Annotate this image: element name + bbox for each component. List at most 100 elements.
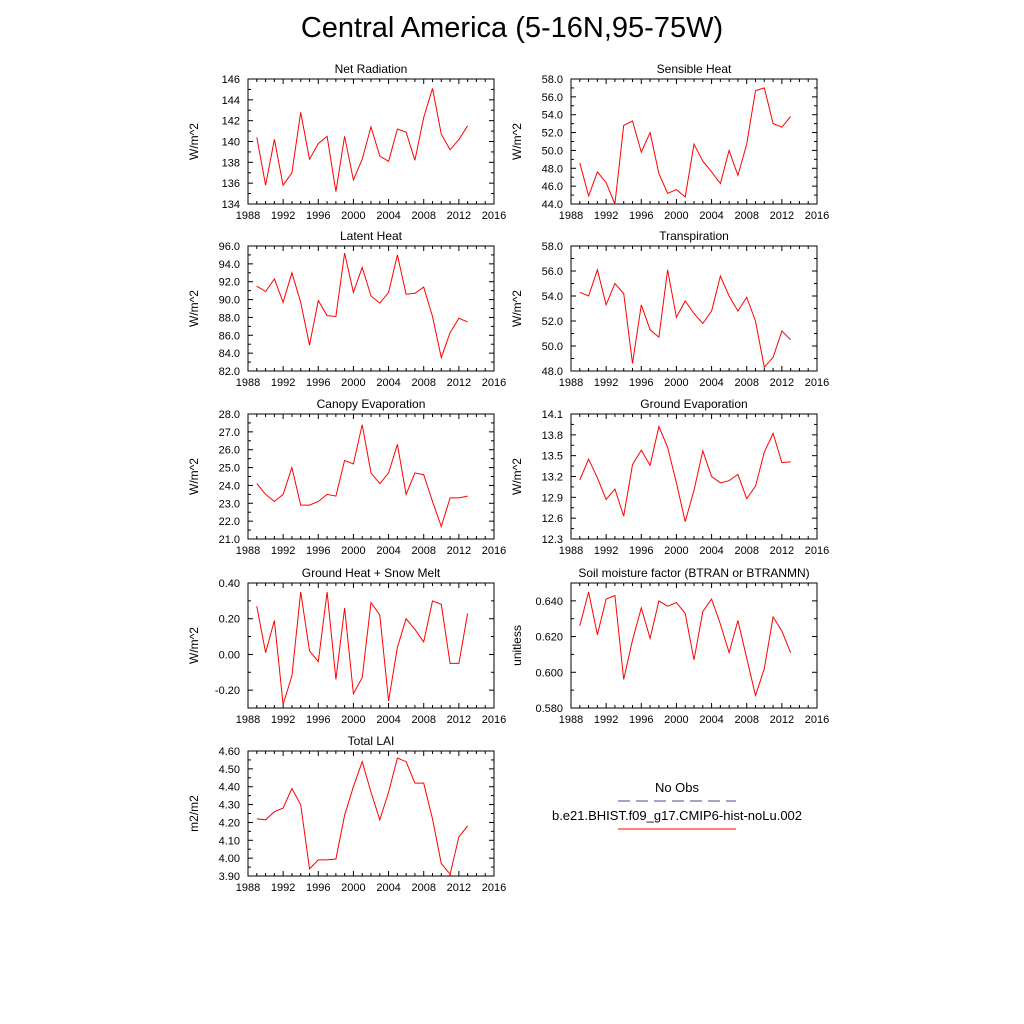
y-tick-label: 27.0 <box>219 427 240 439</box>
x-tick-label: 1988 <box>236 545 260 557</box>
x-tick-label: 1996 <box>629 210 653 222</box>
y-tick-label: 13.2 <box>542 472 563 484</box>
y-axis-label: W/m^2 <box>187 458 201 495</box>
legend-model-label: b.e21.BHIST.f09_g17.CMIP6-hist-noLu.002 <box>552 808 802 823</box>
y-tick-label: 94.0 <box>219 259 240 271</box>
x-tick-label: 1992 <box>594 377 618 389</box>
x-tick-label: 2016 <box>805 545 829 557</box>
x-tick-label: 1992 <box>594 714 618 726</box>
y-axis-label: W/m^2 <box>187 290 201 327</box>
y-axis-label: W/m^2 <box>510 290 524 327</box>
x-tick-label: 2004 <box>699 210 723 222</box>
x-tick-label: 1996 <box>629 714 653 726</box>
y-tick-label: 54.0 <box>542 110 563 122</box>
y-axis-label: W/m^2 <box>510 123 524 160</box>
x-tick-label: 1996 <box>629 377 653 389</box>
series-line <box>256 252 468 360</box>
y-tick-label: 56.0 <box>542 266 563 278</box>
x-tick-label: 1988 <box>559 377 583 389</box>
x-tick-label: 2004 <box>376 714 400 726</box>
y-tick-label: 13.5 <box>542 451 563 463</box>
y-tick-label: 50.0 <box>542 145 563 157</box>
x-tick-label: 1988 <box>236 377 260 389</box>
x-tick-label: 2008 <box>734 377 758 389</box>
y-tick-label: 140 <box>222 137 240 149</box>
x-tick-label: 1996 <box>306 882 330 894</box>
y-tick-label: 54.0 <box>542 291 563 303</box>
x-tick-label: 1996 <box>306 377 330 389</box>
y-tick-label: 0.640 <box>535 596 563 608</box>
series-line <box>579 424 791 522</box>
x-tick-label: 2012 <box>770 714 794 726</box>
y-tick-label: 86.0 <box>219 330 240 342</box>
y-tick-label: 12.3 <box>542 534 563 546</box>
x-tick-label: 2012 <box>770 545 794 557</box>
y-tick-label: 90.0 <box>219 295 240 307</box>
y-tick-label: 23.0 <box>219 498 240 510</box>
panel-title: Total LAI <box>348 734 395 748</box>
y-tick-label: 4.30 <box>219 800 240 812</box>
y-tick-label: 48.0 <box>542 163 563 175</box>
y-tick-label: 142 <box>222 116 240 128</box>
legend: No Obs b.e21.BHIST.f09_g17.CMIP6-hist-no… <box>552 780 802 830</box>
y-tick-label: 50.0 <box>542 341 563 353</box>
x-tick-label: 1992 <box>271 210 295 222</box>
y-tick-label: 13.8 <box>542 430 563 442</box>
y-tick-label: 134 <box>222 199 240 211</box>
x-tick-label: 2012 <box>447 210 471 222</box>
x-tick-label: 2016 <box>482 545 506 557</box>
x-tick-label: 1992 <box>271 882 295 894</box>
y-tick-label: 14.1 <box>542 409 563 421</box>
y-tick-label: 0.620 <box>535 632 563 644</box>
y-tick-label: 96.0 <box>219 241 240 253</box>
series-line <box>579 268 791 369</box>
plot-frame <box>570 245 818 372</box>
y-tick-label: 58.0 <box>542 241 563 253</box>
x-tick-label: 1988 <box>236 714 260 726</box>
y-tick-label: 24.0 <box>219 480 240 492</box>
x-tick-label: 2016 <box>482 714 506 726</box>
y-tick-label: 144 <box>222 95 240 107</box>
chart-panel: Transpiration 1988 1992 1996 2000 2004 2008 201… <box>510 229 829 389</box>
y-tick-label: 52.0 <box>542 316 563 328</box>
x-tick-label: 2000 <box>341 882 365 894</box>
chart-panel: Total LAI 1988 1992 1996 2000 2004 2008 2012 201… <box>187 734 506 894</box>
x-tick-label: 2004 <box>699 377 723 389</box>
plot-frame <box>570 413 818 540</box>
chart-panel: Sensible Heat 1988 1992 1996 2000 2004 2008 201… <box>510 62 829 222</box>
x-tick-label: 2008 <box>734 210 758 222</box>
x-tick-label: 2008 <box>411 210 435 222</box>
y-tick-label: 4.40 <box>219 782 240 794</box>
series-line <box>256 88 469 192</box>
x-tick-label: 2012 <box>447 882 471 894</box>
x-tick-label: 1992 <box>594 210 618 222</box>
x-tick-label: 1988 <box>559 545 583 557</box>
y-tick-label: 146 <box>222 74 240 86</box>
x-tick-label: 1988 <box>559 210 583 222</box>
x-tick-label: 2012 <box>447 545 471 557</box>
x-tick-label: 2000 <box>341 714 365 726</box>
chart-panel: Latent Heat 1988 1992 1996 2000 2004 2008 2012 2… <box>187 229 506 389</box>
panel-title: Latent Heat <box>340 229 403 243</box>
y-tick-label: 58.0 <box>542 74 563 86</box>
x-tick-label: 1996 <box>306 714 330 726</box>
page-title: Central America (5-16N,95-75W) <box>300 12 724 44</box>
x-tick-label: 1992 <box>271 377 295 389</box>
plot-frame <box>570 582 818 709</box>
x-tick-label: 2012 <box>447 714 471 726</box>
y-tick-label: 0.40 <box>219 578 240 590</box>
x-tick-label: 2000 <box>664 210 688 222</box>
y-axis-label: unitless <box>510 625 524 666</box>
panel-title: Ground Heat + Snow Melt <box>302 566 441 580</box>
series-line <box>256 757 468 876</box>
x-tick-label: 1992 <box>271 545 295 557</box>
y-tick-label: 44.0 <box>542 199 563 211</box>
y-tick-label: 82.0 <box>219 366 240 378</box>
x-tick-label: 2016 <box>805 377 829 389</box>
panel-title: Net Radiation <box>335 62 408 76</box>
y-tick-label: 52.0 <box>542 128 563 140</box>
x-tick-label: 2016 <box>482 377 506 389</box>
chart-panel: Canopy Evaporation 1988 1992 1996 2000 2004 20… <box>187 397 506 557</box>
x-tick-label: 2008 <box>734 714 758 726</box>
